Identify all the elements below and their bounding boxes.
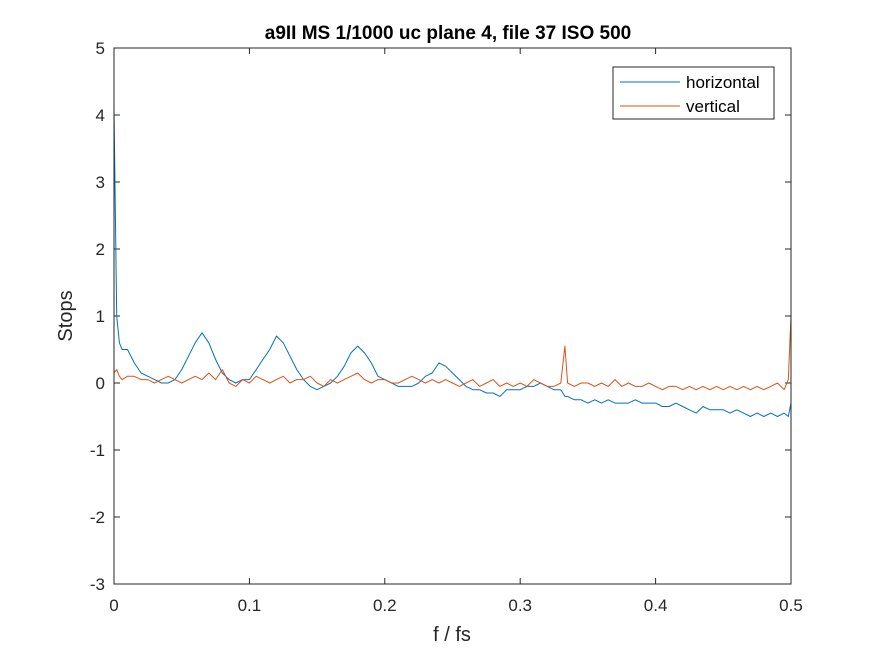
y-tick-label: 5 — [96, 39, 105, 58]
y-tick-label: -1 — [90, 441, 105, 460]
plot-area — [114, 48, 791, 584]
x-tick-label: 0.2 — [373, 596, 397, 615]
x-tick-label: 0.4 — [644, 596, 668, 615]
series-line-vertical — [113, 315, 792, 391]
legend-box — [612, 66, 775, 120]
x-tick-label: 0.3 — [508, 596, 532, 615]
y-tick-label: 2 — [96, 240, 105, 259]
y-tick-label: 1 — [96, 307, 105, 326]
legend: horizontal vertical — [612, 66, 775, 120]
chart-title: a9II MS 1/1000 uc plane 4, file 37 ISO 5… — [265, 23, 631, 44]
legend-label-vertical: vertical — [686, 97, 740, 116]
x-tick-label: 0.5 — [779, 596, 803, 615]
series-line-horizontal — [113, 108, 792, 417]
legend-label-horizontal: horizontal — [686, 73, 760, 92]
y-tick-label: -2 — [90, 508, 105, 527]
x-tick-label: 0.1 — [238, 596, 262, 615]
y-tick-label: -3 — [90, 575, 105, 594]
plot-box — [113, 47, 792, 585]
x-tick-label: 0 — [109, 596, 118, 615]
y-axis-label: Stops — [55, 290, 77, 341]
y-tick-label: 3 — [96, 173, 105, 192]
y-tick-label: 0 — [96, 374, 105, 393]
x-axis-label: f / fs — [433, 624, 471, 646]
y-tick-label: 4 — [96, 106, 105, 125]
